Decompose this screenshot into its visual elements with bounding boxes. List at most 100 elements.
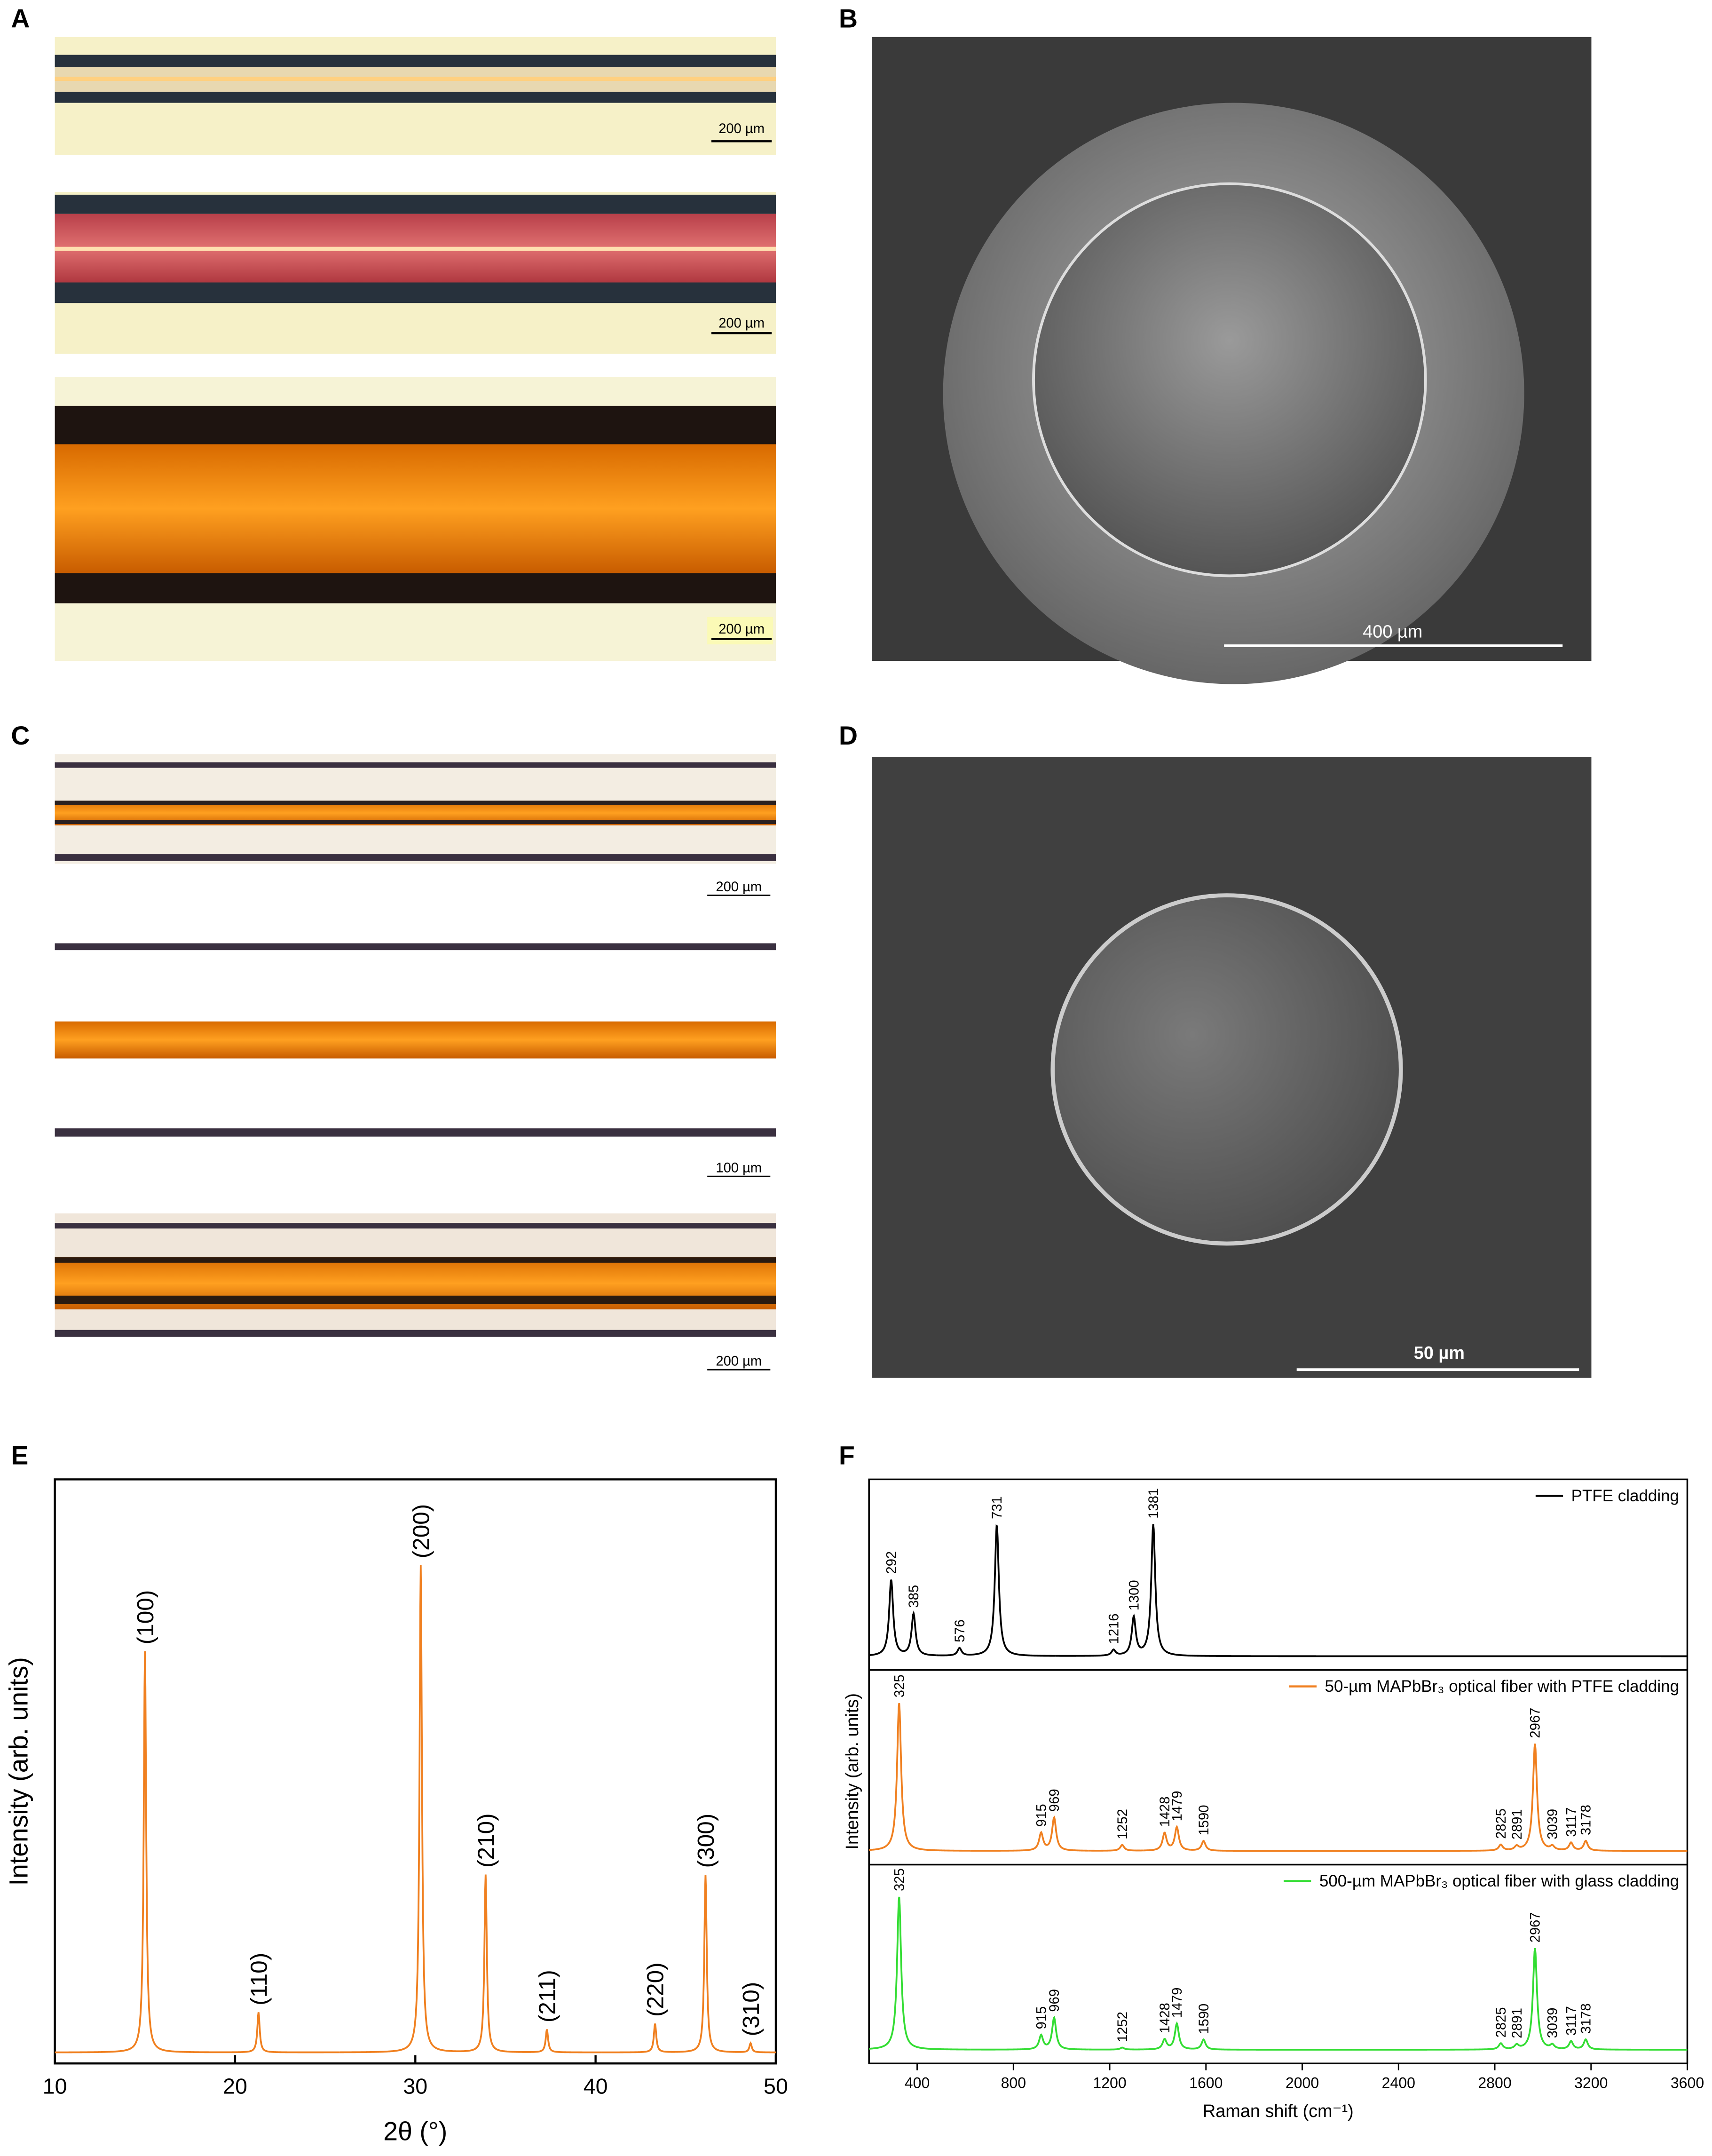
scale-bar-label: 200 µm <box>718 316 765 331</box>
scale-bar-label: 200 µm <box>718 121 765 136</box>
trace-segment <box>1543 1842 1562 1850</box>
peak-label: 325 <box>892 1674 907 1697</box>
panel-a <box>55 37 776 661</box>
trace-segment <box>1578 1839 1688 1852</box>
peak-label: (310) <box>738 1982 764 2037</box>
trace-segment <box>1190 1839 1352 1852</box>
peak-label: 3039 <box>1546 2008 1561 2038</box>
x-tick-label: 3200 <box>1574 2075 1608 2092</box>
peak-label: (210) <box>473 1813 499 1868</box>
legend-label: PTFE cladding <box>1571 1487 1679 1505</box>
peak-label: 2825 <box>1494 1808 1509 1839</box>
trace-segment <box>202 2012 340 2053</box>
scale-bar-label: 50 µm <box>1414 1343 1465 1363</box>
panel-d <box>872 757 1592 1378</box>
x-tick-label: 400 <box>905 2075 930 2092</box>
peak-label: 2891 <box>1510 2008 1525 2038</box>
peak-label: 1300 <box>1127 1580 1142 1610</box>
trace-segment <box>516 2029 601 2053</box>
panel-label: D <box>839 721 858 750</box>
trace-segment <box>970 1831 1048 1852</box>
trace-segment <box>1143 1524 1688 1657</box>
x-tick-label: 30 <box>403 2074 427 2098</box>
peak-label: 969 <box>1047 1989 1062 2012</box>
peak-label: 3178 <box>1579 2003 1594 2034</box>
x-tick-label: 3600 <box>1671 2075 1704 2092</box>
trace-segment <box>1088 1844 1144 1852</box>
peak-label: 3039 <box>1546 1809 1561 1839</box>
plot-frame <box>868 1478 1688 2064</box>
peak-label: (220) <box>642 1962 669 2017</box>
peak-label: (200) <box>408 1504 434 1559</box>
trace-segment <box>1562 1841 1578 1850</box>
legend-label: 500-µm MAPbBr₃ optical fiber with glass … <box>1319 1872 1679 1890</box>
trace-segment <box>680 1874 728 2053</box>
trace-segment <box>869 1703 970 1852</box>
peak-label: 385 <box>907 1585 922 1608</box>
scale-bar-label: 400 µm <box>1363 622 1422 642</box>
trace-segment <box>1525 1948 1545 2044</box>
trace-segment <box>1055 1648 1124 1657</box>
panel-b <box>872 37 1592 684</box>
peak-label: 3117 <box>1564 2006 1579 2036</box>
peak-label: 1381 <box>1146 1488 1161 1519</box>
trace-segment <box>1088 2046 1144 2051</box>
panel-c <box>55 754 776 1371</box>
peak-label: (211) <box>534 1970 560 2022</box>
x-tick-label: 50 <box>764 2074 788 2098</box>
trace-segment <box>453 1874 517 2053</box>
peak-label: 1252 <box>1115 1809 1130 1839</box>
trace-segment <box>601 2023 680 2053</box>
peak-label: 292 <box>884 1551 899 1574</box>
trace-segment <box>1578 2038 1688 2051</box>
panel-label: F <box>839 1441 855 1470</box>
x-tick-label: 10 <box>43 2074 67 2098</box>
trace-segment <box>869 1896 970 2051</box>
trace-segment <box>728 2041 776 2053</box>
trace-segment <box>970 2033 1048 2051</box>
peak-label: 969 <box>1047 1789 1062 1812</box>
x-tick-label: 2400 <box>1382 2075 1415 2092</box>
x-axis-label: 2θ (°) <box>383 2116 447 2146</box>
trace-segment <box>1143 1831 1171 1852</box>
peak-label: 3117 <box>1564 1807 1579 1837</box>
trace-segment <box>1170 1824 1191 1851</box>
peak-label: (300) <box>693 1814 719 1868</box>
scale-bar-label: 200 µm <box>716 1354 762 1369</box>
trace-segment <box>1047 1815 1089 1852</box>
panel-label: A <box>11 4 30 33</box>
trace-segment <box>1508 2042 1527 2049</box>
trace-segment <box>1123 1613 1144 1654</box>
scale-bar-label: 200 µm <box>718 622 765 637</box>
trace-segment <box>1543 2041 1562 2049</box>
trace-segment <box>1525 1744 1545 1844</box>
peak-label: 2967 <box>1528 1912 1543 1943</box>
peak-label: (100) <box>132 1590 158 1645</box>
trace-segment <box>1190 2038 1352 2051</box>
trace-segment <box>902 1610 937 1657</box>
y-axis-label: Intensity (arb. units) <box>4 1657 33 1886</box>
peak-label: (110) <box>245 1953 272 2005</box>
x-tick-label: 1600 <box>1189 2075 1223 2092</box>
peak-label: 731 <box>990 1496 1005 1519</box>
peak-label: 2825 <box>1494 2007 1509 2038</box>
peak-label: 1479 <box>1170 1791 1185 1822</box>
trace-segment <box>339 1565 453 2053</box>
trace-segment <box>1562 2040 1578 2049</box>
trace-segment <box>55 1651 202 2053</box>
peak-label: 1590 <box>1197 2004 1212 2034</box>
scale-bars: 200 µm 200 µm 200 µm 400 µm 200 µm 100 µ… <box>716 121 1465 1369</box>
peak-label: 1428 <box>1158 1797 1173 1827</box>
peak-label: 2967 <box>1528 1708 1543 1738</box>
trace-segment <box>1352 2042 1509 2051</box>
trace-segment <box>936 1647 978 1657</box>
peak-label: 915 <box>1034 1804 1049 1827</box>
x-tick-label: 2800 <box>1478 2075 1511 2092</box>
peak-label: 1216 <box>1106 1613 1121 1644</box>
peak-label: 1252 <box>1115 2012 1130 2042</box>
scale-bar-label: 200 µm <box>716 880 762 895</box>
peak-label: 2891 <box>1510 1809 1525 1839</box>
legend-label: 50-µm MAPbBr₃ optical fiber with PTFE cl… <box>1325 1677 1679 1696</box>
peak-label: 3178 <box>1579 1805 1594 1835</box>
x-tick-label: 1200 <box>1093 2075 1126 2092</box>
